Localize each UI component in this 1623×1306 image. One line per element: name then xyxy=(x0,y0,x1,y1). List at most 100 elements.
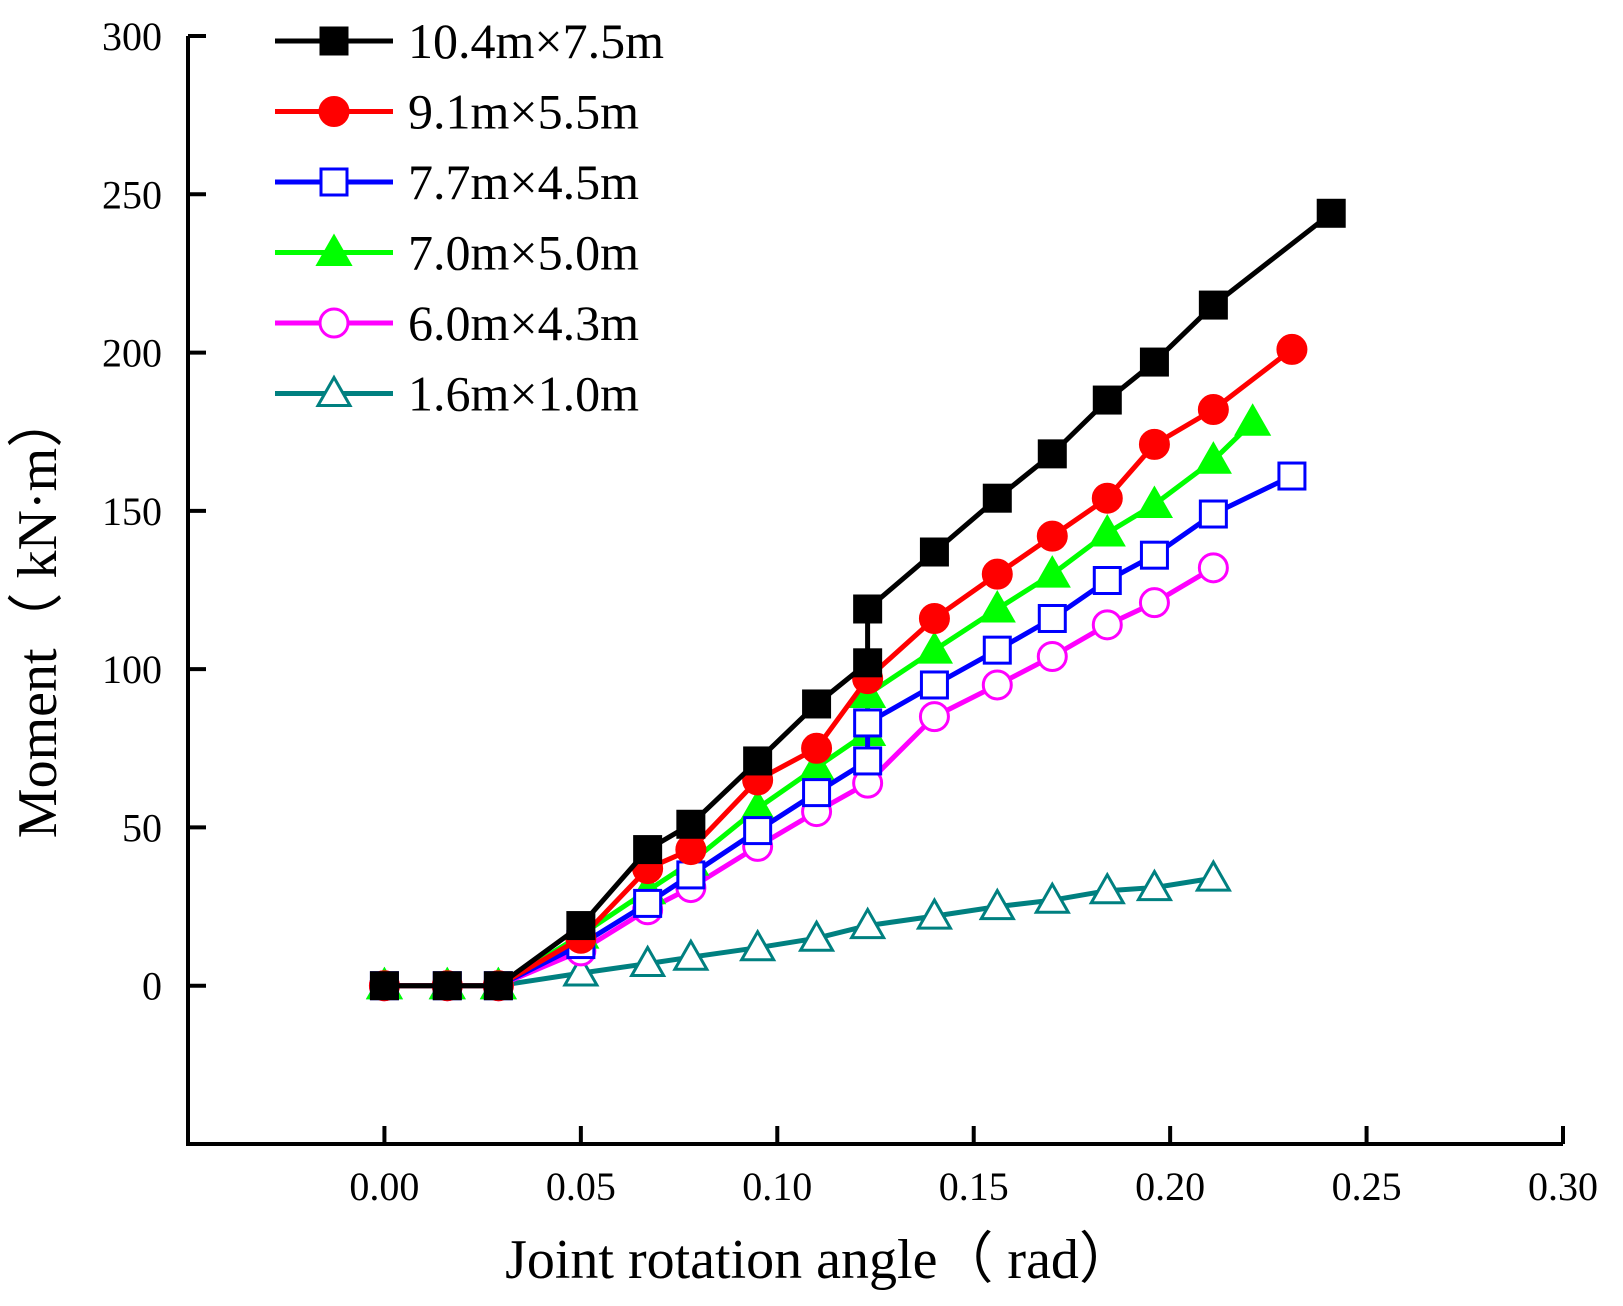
legend-label: 6.0m×4.3m xyxy=(408,295,639,351)
x-tick-label: 0.30 xyxy=(1528,1164,1598,1209)
data-point xyxy=(1276,333,1308,365)
data-point xyxy=(1091,609,1123,641)
data-point xyxy=(1033,881,1071,914)
data-point xyxy=(1135,485,1174,519)
data-point xyxy=(849,906,887,940)
data-point xyxy=(369,971,399,1001)
data-point xyxy=(918,701,950,733)
x-tick-label: 0.00 xyxy=(349,1164,419,1209)
legend-marker xyxy=(318,307,350,339)
data-point xyxy=(676,860,706,890)
data-point xyxy=(672,938,710,971)
x-tick-label: 0.20 xyxy=(1135,1164,1205,1209)
series-line xyxy=(384,347,1294,989)
legend-label: 10.4m×7.5m xyxy=(408,13,664,69)
data-point xyxy=(1316,198,1346,228)
x-tick-label: 0.10 xyxy=(742,1164,812,1209)
x-axis-ticks: 0.00 0.05 0.10 0.15 0.20 0.25 0.30 xyxy=(349,1126,1598,1209)
data-point xyxy=(1092,385,1122,415)
axes xyxy=(186,36,1563,1146)
y-tick-label: 150 xyxy=(102,489,162,534)
x-tick-label: 0.25 xyxy=(1332,1164,1402,1209)
legend-label: 9.1m×5.5m xyxy=(408,84,639,140)
data-point xyxy=(1139,347,1169,377)
x-axis-title: Joint rotation angle（ rad） xyxy=(505,1229,1135,1291)
data-point xyxy=(1088,871,1126,905)
data-point xyxy=(743,816,773,846)
data-point xyxy=(1194,441,1232,474)
y-tick-label: 100 xyxy=(102,647,162,692)
data-point xyxy=(801,732,833,764)
data-point xyxy=(1194,859,1232,892)
data-point xyxy=(1091,482,1123,514)
y-tick-label: 50 xyxy=(122,805,162,850)
data-point xyxy=(739,928,777,962)
y-axis-ticks: 0 50 100 150 200 250 300 xyxy=(102,14,206,1009)
data-point xyxy=(853,648,883,678)
data-point xyxy=(633,888,663,918)
data-point xyxy=(1092,566,1122,596)
legend-item: 10.4m×7.5m xyxy=(275,13,664,69)
data-point xyxy=(1277,461,1307,491)
y-axis-title: Moment（ kN·m） xyxy=(7,392,69,838)
x-tick-label: 0.05 xyxy=(546,1164,616,1209)
series-0 xyxy=(369,198,1346,1001)
data-point xyxy=(915,897,954,930)
data-point xyxy=(1139,540,1169,570)
legend-item: 6.0m×4.3m xyxy=(275,295,639,351)
legend-item: 1.6m×1.0m xyxy=(275,366,639,422)
series-2 xyxy=(369,461,1307,1001)
data-point xyxy=(432,971,462,1001)
legend-marker xyxy=(319,26,349,56)
legend-item: 9.1m×5.5m xyxy=(275,84,639,140)
data-point xyxy=(1198,290,1228,320)
legend-label: 1.6m×1.0m xyxy=(408,366,639,422)
y-tick-label: 200 xyxy=(102,331,162,376)
legend-marker xyxy=(315,374,353,407)
data-point xyxy=(981,669,1013,701)
data-point xyxy=(802,778,832,808)
data-point xyxy=(981,558,1013,590)
x-tick-label: 0.15 xyxy=(939,1164,1009,1209)
data-point xyxy=(919,670,949,700)
y-tick-label: 0 xyxy=(142,964,162,1009)
data-point xyxy=(1197,394,1229,426)
data-point xyxy=(1135,868,1174,902)
data-point xyxy=(853,594,883,624)
data-point xyxy=(918,602,950,634)
series-layer xyxy=(365,198,1346,1002)
data-point xyxy=(1234,403,1272,436)
data-point xyxy=(743,746,773,776)
data-point xyxy=(1036,640,1068,672)
data-point xyxy=(1037,439,1067,469)
data-point xyxy=(1138,428,1170,460)
data-point xyxy=(675,834,707,866)
data-point xyxy=(1036,520,1068,552)
data-point xyxy=(633,835,663,865)
data-point xyxy=(978,589,1016,623)
legend-marker xyxy=(319,167,349,197)
legend-marker xyxy=(318,96,350,127)
legend-item: 7.7m×4.5m xyxy=(275,154,639,210)
data-point xyxy=(982,483,1012,513)
y-tick-label: 250 xyxy=(102,172,162,217)
data-point xyxy=(853,746,883,776)
data-point xyxy=(802,689,832,719)
series-line xyxy=(384,875,1214,989)
data-point xyxy=(562,954,600,987)
legend-label: 7.0m×5.0m xyxy=(408,225,639,281)
data-point xyxy=(853,708,883,738)
data-point xyxy=(676,809,706,839)
legend-label: 7.7m×4.5m xyxy=(408,154,639,210)
data-point xyxy=(629,944,667,978)
data-point xyxy=(1138,587,1170,619)
data-point xyxy=(978,887,1016,921)
data-point xyxy=(1088,513,1126,547)
data-point xyxy=(919,537,949,567)
data-point xyxy=(1197,552,1229,584)
data-point xyxy=(1033,555,1071,588)
legend-marker xyxy=(315,233,353,266)
data-point xyxy=(797,919,836,952)
data-point xyxy=(915,631,954,664)
